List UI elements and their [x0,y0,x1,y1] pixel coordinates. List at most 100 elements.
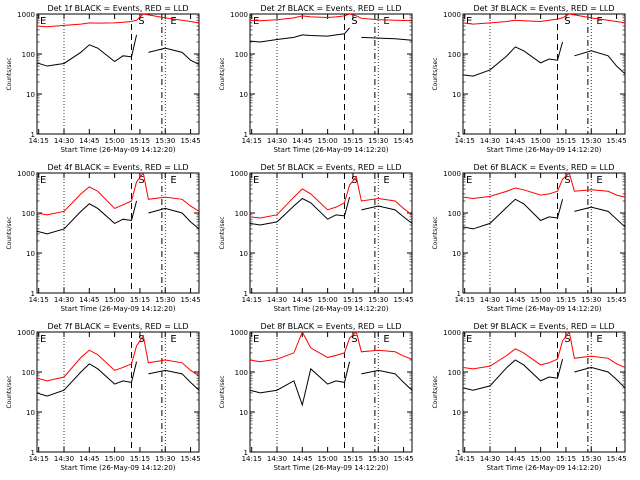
chart-panel-8: Det 8f BLACK = Events, RED = LLD Counts/s… [219,322,414,472]
flare-annotation: E [466,16,472,27]
series-line-black [37,200,138,235]
x-tick-label: 15:15 [130,296,150,304]
y-tick-label: 1 [457,131,461,139]
x-tick-label: 14:30 [480,296,500,304]
x-tick-label: 15:45 [180,296,200,304]
series-line-red [250,14,412,22]
series-line-red [463,14,625,25]
x-tick-label: 14:30 [267,455,287,463]
flare-annotation: E [596,16,602,27]
y-tick-label: 10 [26,409,35,417]
x-axis-label: Start Time (26-May-09 14:12:20) [273,464,388,472]
x-tick-label: 15:30 [581,137,601,145]
x-tick-label: 14:30 [267,137,287,145]
y-tick-label: 100 [22,210,35,218]
x-tick-label: 15:15 [343,455,363,463]
x-tick-label: 15:15 [556,137,576,145]
flare-annotation: E [466,175,472,186]
x-tick-label: 15:00 [531,137,551,145]
y-axis-label: Counts/sec [219,57,226,90]
y-axis-label: Counts/sec [6,375,13,408]
x-tick-label: 14:15 [455,296,475,304]
y-tick-label: 10 [452,409,461,417]
flare-annotation: E [170,16,176,27]
x-tick-label: 15:30 [155,455,175,463]
y-tick-label: 1000 [443,170,461,178]
y-tick-label: 1000 [17,329,35,337]
series-line-black [250,196,351,226]
flare-annotation: E [40,175,46,186]
flare-annotation: E [253,175,259,186]
flare-annotation: S [138,16,144,27]
series-line-black [37,361,138,397]
plot-frame [249,172,413,294]
series-line-black [463,358,564,391]
chart-title: Det 5f BLACK = Events, RED = LLD [260,163,401,172]
x-tick-label: 14:15 [29,455,49,463]
x-tick-label: 14:30 [480,455,500,463]
x-tick-label: 15:45 [393,455,413,463]
y-tick-label: 1 [244,290,248,298]
x-tick-label: 14:30 [480,137,500,145]
x-axis-label: Start Time (26-May-09 14:12:20) [60,305,175,313]
y-tick-label: 100 [448,210,461,218]
y-tick-label: 10 [26,91,35,99]
y-tick-label: 1 [31,131,35,139]
chart-panel-7: Det 7f BLACK = Events, RED = LLD Counts/s… [6,322,201,472]
series-line-black [463,198,564,230]
x-tick-label: 14:15 [242,137,262,145]
y-tick-label: 1 [31,290,35,298]
y-tick-label: 10 [239,409,248,417]
y-axis-label: Counts/sec [6,216,13,249]
series-line-black [148,47,199,65]
x-tick-label: 14:45 [79,137,99,145]
x-tick-label: 14:30 [54,296,74,304]
chart-panel-4: Det 4f BLACK = Events, RED = LLD Counts/s… [6,163,201,313]
series-line-black [250,361,351,407]
flare-annotation: E [40,334,46,345]
plot-frame [36,172,200,294]
x-tick-label: 14:45 [292,455,312,463]
x-tick-label: 14:45 [79,455,99,463]
x-tick-label: 15:15 [556,296,576,304]
series-line-black [148,369,199,391]
x-tick-label: 14:45 [505,455,525,463]
x-tick-label: 15:30 [581,296,601,304]
x-tick-label: 15:45 [606,137,626,145]
x-tick-label: 14:15 [455,455,475,463]
y-tick-label: 100 [235,51,248,59]
chart-panel-6: Det 6f BLACK = Events, RED = LLD Counts/s… [432,163,627,313]
x-tick-label: 14:15 [29,137,49,145]
y-axis-label: Counts/sec [432,375,439,408]
series-line-black [361,369,412,391]
chart-title: Det 4f BLACK = Events, RED = LLD [47,163,188,172]
y-tick-label: 10 [452,250,461,258]
chart-title: Det 8f BLACK = Events, RED = LLD [260,322,401,331]
chart-title: Det 3f BLACK = Events, RED = LLD [473,4,614,13]
x-tick-label: 15:00 [318,296,338,304]
chart-panel-2: Det 2f BLACK = Events, RED = LLD Counts/s… [219,4,414,154]
x-tick-label: 15:45 [606,296,626,304]
chart-title: Det 6f BLACK = Events, RED = LLD [473,163,614,172]
y-axis-label: Counts/sec [432,57,439,90]
y-tick-label: 1 [31,449,35,457]
plot-frame [36,13,200,135]
x-tick-label: 14:30 [267,296,287,304]
x-tick-label: 15:00 [531,296,551,304]
x-tick-label: 15:30 [368,296,388,304]
plot-frame [462,172,626,294]
y-tick-label: 10 [239,91,248,99]
x-tick-label: 14:45 [292,296,312,304]
series-line-red [463,332,625,370]
flare-annotation: S [564,16,570,27]
series-line-red [37,334,199,382]
x-tick-label: 15:45 [393,137,413,145]
x-tick-label: 15:45 [606,455,626,463]
y-tick-label: 10 [239,250,248,258]
x-axis-label: Start Time (26-May-09 14:12:20) [486,146,601,154]
x-tick-label: 15:30 [155,137,175,145]
series-line-red [250,175,412,219]
y-tick-label: 100 [22,51,35,59]
x-tick-label: 15:00 [105,296,125,304]
x-tick-label: 14:45 [292,137,312,145]
